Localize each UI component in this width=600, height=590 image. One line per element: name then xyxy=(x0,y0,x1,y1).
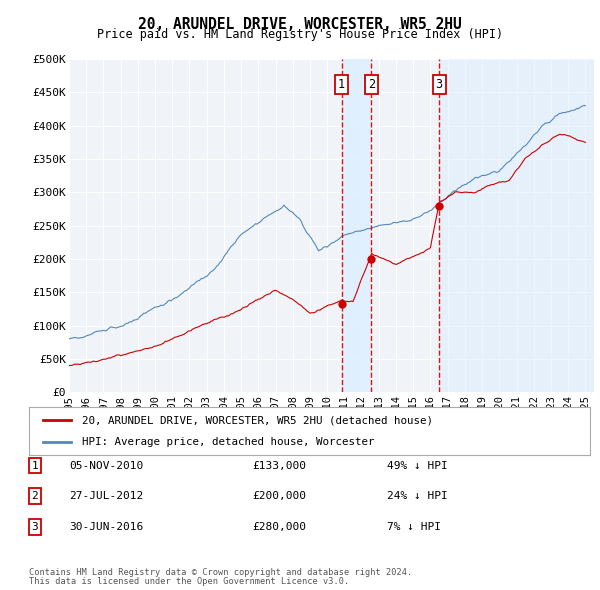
Text: 20, ARUNDEL DRIVE, WORCESTER, WR5 2HU: 20, ARUNDEL DRIVE, WORCESTER, WR5 2HU xyxy=(138,17,462,31)
Bar xyxy=(439,59,594,392)
Text: 3: 3 xyxy=(436,78,443,91)
Text: 7% ↓ HPI: 7% ↓ HPI xyxy=(387,522,441,532)
Text: £280,000: £280,000 xyxy=(252,522,306,532)
Text: 1: 1 xyxy=(31,461,38,470)
Text: This data is licensed under the Open Government Licence v3.0.: This data is licensed under the Open Gov… xyxy=(29,577,349,586)
Text: 24% ↓ HPI: 24% ↓ HPI xyxy=(387,491,448,501)
Text: 3: 3 xyxy=(31,522,38,532)
Text: 2: 2 xyxy=(31,491,38,501)
Text: 27-JUL-2012: 27-JUL-2012 xyxy=(69,491,143,501)
Text: 20, ARUNDEL DRIVE, WORCESTER, WR5 2HU (detached house): 20, ARUNDEL DRIVE, WORCESTER, WR5 2HU (d… xyxy=(82,415,433,425)
Text: 2: 2 xyxy=(368,78,375,91)
Text: 1: 1 xyxy=(338,78,345,91)
Text: £200,000: £200,000 xyxy=(252,491,306,501)
Text: 05-NOV-2010: 05-NOV-2010 xyxy=(69,461,143,470)
Text: Price paid vs. HM Land Registry's House Price Index (HPI): Price paid vs. HM Land Registry's House … xyxy=(97,28,503,41)
Text: 30-JUN-2016: 30-JUN-2016 xyxy=(69,522,143,532)
Text: Contains HM Land Registry data © Crown copyright and database right 2024.: Contains HM Land Registry data © Crown c… xyxy=(29,568,412,577)
Text: HPI: Average price, detached house, Worcester: HPI: Average price, detached house, Worc… xyxy=(82,437,374,447)
Text: £133,000: £133,000 xyxy=(252,461,306,470)
Text: 49% ↓ HPI: 49% ↓ HPI xyxy=(387,461,448,470)
Bar xyxy=(341,59,371,392)
